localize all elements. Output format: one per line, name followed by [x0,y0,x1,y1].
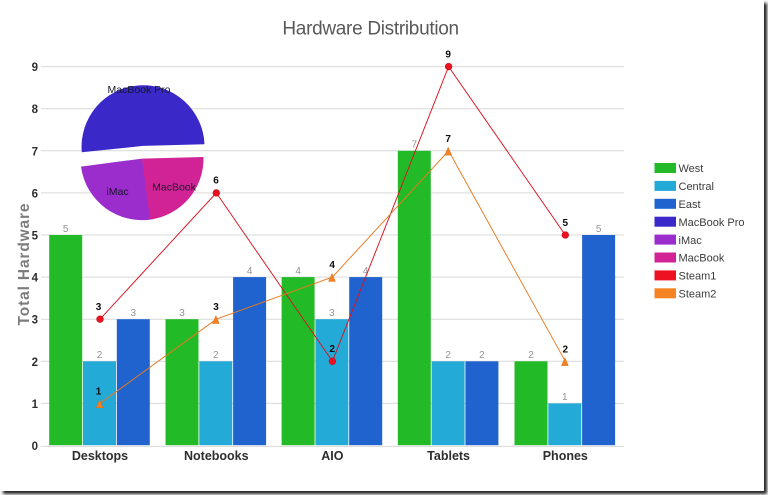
svg-text:West: West [679,163,704,175]
svg-text:2: 2 [213,350,219,361]
svg-text:5: 5 [563,218,569,229]
svg-text:3: 3 [213,302,219,313]
svg-text:Central: Central [679,181,714,193]
svg-text:4: 4 [295,266,301,277]
svg-text:4: 4 [363,266,369,277]
svg-text:3: 3 [96,302,102,313]
svg-text:4: 4 [32,273,39,285]
svg-text:3: 3 [179,308,185,319]
svg-text:MacBook Pro: MacBook Pro [107,84,170,96]
svg-text:MacBook: MacBook [679,253,725,265]
svg-text:5: 5 [596,224,602,235]
svg-text:7: 7 [445,134,451,145]
svg-text:iMac: iMac [106,186,128,198]
svg-text:6: 6 [32,188,38,200]
svg-text:Total Hardware: Total Hardware [16,203,33,326]
svg-text:7: 7 [412,140,418,151]
svg-text:Hardware Distribution: Hardware Distribution [282,19,458,40]
svg-text:Notebooks: Notebooks [184,449,249,463]
svg-text:2: 2 [445,350,451,361]
svg-text:5: 5 [32,231,39,243]
svg-text:1: 1 [96,386,102,397]
svg-text:4: 4 [329,260,335,271]
svg-text:0: 0 [32,441,38,453]
svg-text:Tablets: Tablets [427,449,470,463]
svg-text:9: 9 [445,49,451,60]
svg-text:Phones: Phones [543,449,588,463]
svg-text:AIO: AIO [321,449,344,463]
svg-text:8: 8 [32,104,39,116]
svg-text:2: 2 [97,350,103,361]
svg-text:7: 7 [32,146,38,158]
svg-text:iMac: iMac [679,235,703,247]
svg-text:2: 2 [479,350,485,361]
svg-text:2: 2 [528,350,534,361]
svg-text:MacBook: MacBook [152,181,197,193]
svg-text:3: 3 [32,315,38,327]
svg-text:4: 4 [247,266,253,277]
svg-text:3: 3 [329,308,335,319]
svg-text:6: 6 [213,176,219,187]
svg-text:1: 1 [562,392,568,403]
svg-text:MacBook Pro: MacBook Pro [679,217,745,229]
svg-text:Desktops: Desktops [72,449,128,463]
svg-text:East: East [679,199,701,211]
svg-text:1: 1 [32,399,39,411]
svg-text:5: 5 [63,224,69,235]
svg-text:2: 2 [563,344,569,355]
svg-text:Steam1: Steam1 [679,271,717,283]
svg-text:2: 2 [329,344,335,355]
svg-text:2: 2 [32,357,38,369]
svg-text:3: 3 [131,308,137,319]
svg-text:9: 9 [32,62,38,74]
svg-text:Steam2: Steam2 [679,289,717,301]
